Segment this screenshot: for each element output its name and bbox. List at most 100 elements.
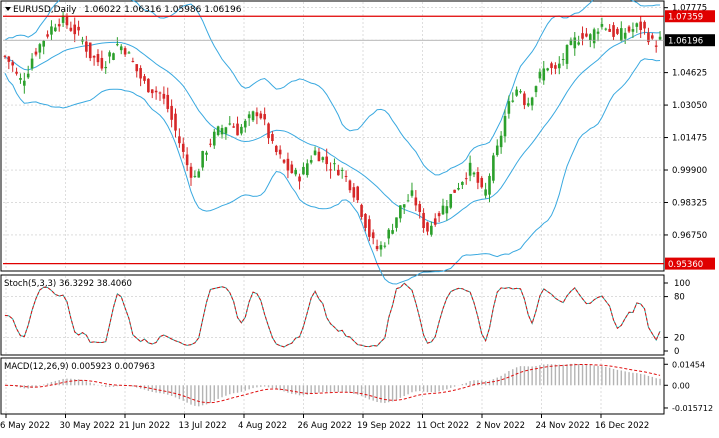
- candle: [542, 60, 546, 85]
- date-tick-label: 13 Jul 2022: [179, 421, 227, 431]
- stoch-label: Stoch(5,3,3) 36.3292 38.4060: [4, 279, 132, 289]
- macd-tick-label: 0.01454: [672, 360, 705, 369]
- candle: [596, 28, 600, 42]
- candle: [46, 30, 49, 39]
- candle: [139, 65, 142, 87]
- candle: [123, 46, 127, 57]
- date-tick-label: 16 Dec 2022: [595, 421, 649, 431]
- candle: [158, 91, 162, 101]
- upper-level-tag: [665, 10, 715, 23]
- candle: [26, 65, 30, 79]
- candle: [573, 32, 577, 56]
- candle: [441, 198, 445, 216]
- candle: [639, 16, 642, 38]
- candle: [619, 21, 623, 42]
- candle: [604, 27, 608, 31]
- candle: [554, 62, 557, 75]
- date-tick-label: 6 May 2022: [0, 421, 50, 431]
- date-tick-label: 26 Aug 2022: [298, 421, 352, 431]
- price-tick-label: 0.96750: [672, 231, 707, 241]
- candle: [104, 61, 108, 74]
- candle: [519, 89, 522, 94]
- candle: [329, 162, 332, 179]
- date-tick-label: 19 Sep 2022: [357, 421, 411, 431]
- candle: [162, 86, 166, 105]
- candle: [185, 147, 189, 172]
- candle: [337, 164, 340, 176]
- candle: [131, 57, 135, 63]
- candle: [476, 167, 480, 190]
- candle: [410, 182, 414, 198]
- candle: [38, 42, 42, 59]
- candle: [205, 150, 208, 161]
- stoch-tick-label: 100: [674, 279, 690, 289]
- dropdown-arrow-icon[interactable]: [5, 7, 11, 11]
- candle: [534, 85, 538, 98]
- date-tick-label: 24 Nov 2022: [536, 421, 590, 431]
- candle: [166, 87, 170, 113]
- date-tick-label: 11 Oct 2022: [417, 421, 470, 431]
- candle: [461, 181, 464, 190]
- candle: [437, 211, 441, 223]
- candle: [224, 126, 228, 140]
- candle: [526, 97, 530, 108]
- candle: [30, 53, 34, 71]
- candle: [278, 145, 282, 159]
- candle: [174, 108, 177, 138]
- candle: [623, 28, 627, 45]
- candle: [255, 107, 259, 125]
- candle: [181, 137, 185, 159]
- candle: [608, 24, 611, 32]
- candle: [402, 204, 406, 214]
- candle: [189, 162, 193, 186]
- candle: [178, 128, 181, 148]
- candle: [651, 32, 654, 40]
- candle: [348, 179, 352, 193]
- candle: [317, 147, 321, 162]
- candle: [418, 200, 422, 219]
- candle: [251, 110, 255, 122]
- candle: [468, 155, 472, 182]
- symbol-header[interactable]: EURUSD,Daily 1.06022 1.06316 1.05986 1.0…: [5, 5, 242, 15]
- candle: [577, 35, 580, 46]
- candle: [34, 47, 38, 57]
- candle: [201, 150, 204, 171]
- stoch-tick-label: 20: [674, 333, 685, 343]
- candle: [54, 23, 57, 32]
- candle: [154, 86, 158, 100]
- candle: [561, 53, 565, 66]
- candle: [546, 67, 549, 72]
- candle: [267, 122, 270, 144]
- candle: [247, 111, 251, 126]
- candle: [492, 152, 495, 184]
- candle: [631, 22, 635, 39]
- candle: [197, 168, 201, 178]
- candle: [19, 73, 22, 84]
- candle: [147, 78, 150, 93]
- macd-tick-label: 0.00: [672, 381, 690, 390]
- candle: [387, 228, 391, 245]
- candle: [282, 159, 286, 164]
- candle: [654, 40, 658, 53]
- candle: [612, 22, 615, 41]
- candle: [457, 182, 460, 191]
- candle: [368, 215, 371, 242]
- candle: [61, 11, 65, 27]
- candle: [112, 52, 115, 61]
- bollinger-lower-band: [4, 58, 661, 285]
- date-tick-label: 2 Nov 2022: [476, 421, 525, 431]
- candle: [143, 73, 146, 84]
- candle: [616, 27, 619, 36]
- candle: [364, 213, 367, 232]
- candle: [395, 217, 398, 232]
- candle: [360, 203, 363, 220]
- candle: [333, 158, 336, 171]
- candle: [379, 241, 383, 257]
- price-tick-label: 0.99900: [672, 166, 707, 176]
- candle: [530, 96, 534, 111]
- candle: [232, 123, 235, 128]
- candle: [313, 146, 317, 156]
- candle: [294, 167, 297, 177]
- candle: [399, 205, 402, 223]
